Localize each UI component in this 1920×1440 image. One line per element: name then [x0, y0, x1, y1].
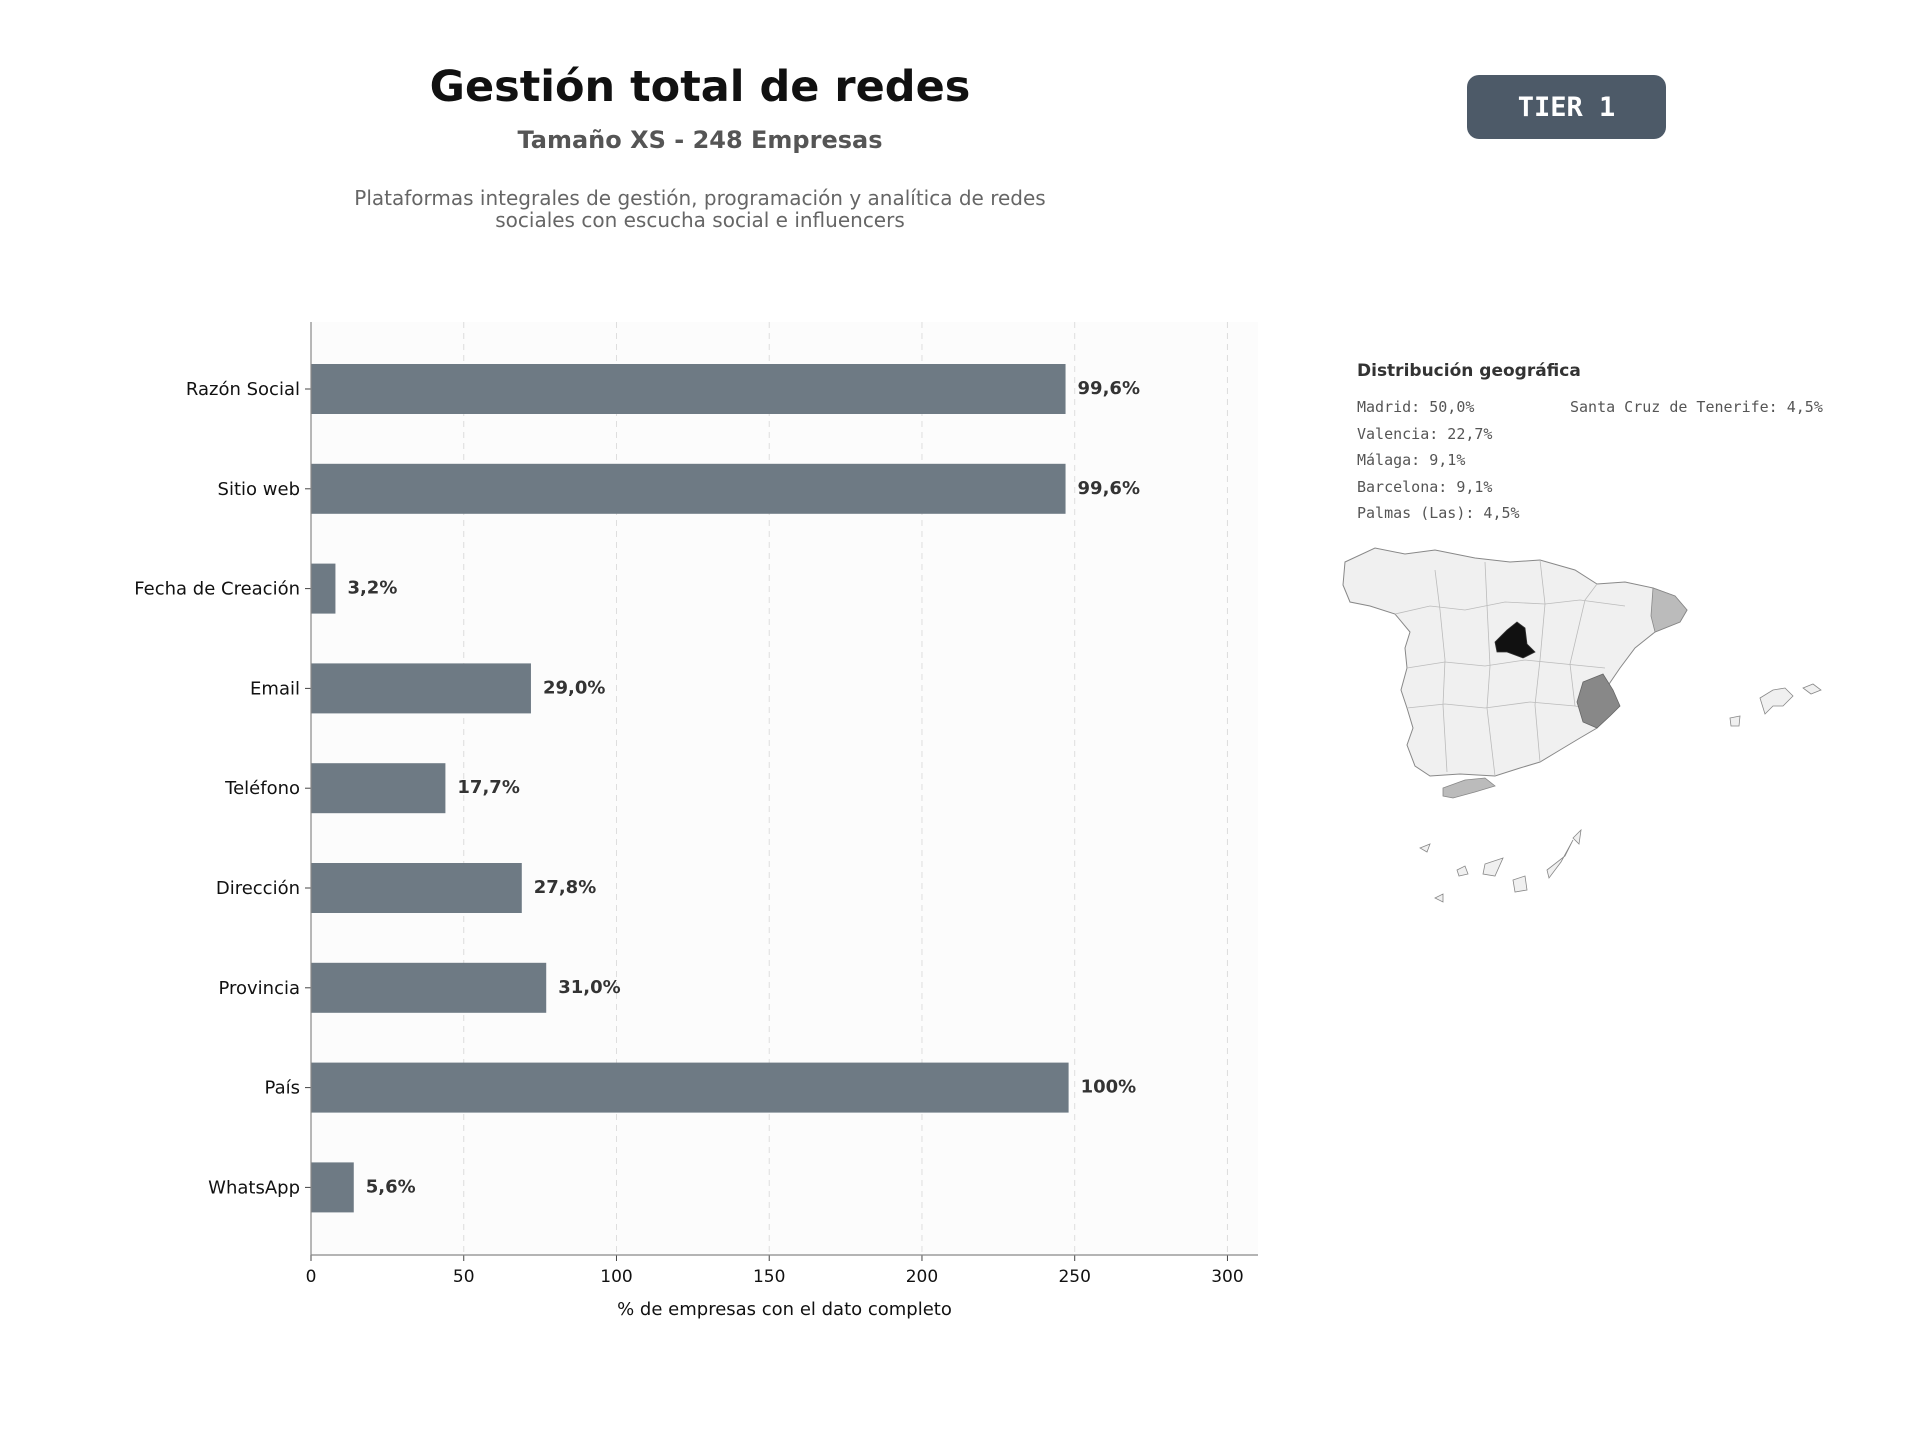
bar [311, 1062, 1069, 1113]
category-label: Fecha de Creación [134, 579, 300, 600]
bar-chart: 0 50 100 150 200 250 300 Razón Social 99,6% Sitio… [134, 322, 1258, 1320]
bar [311, 663, 531, 714]
chart-title: Gestión total de redes [429, 62, 971, 112]
bar [311, 962, 547, 1013]
map-islands-canary [1419, 828, 1582, 903]
x-tick-label: 150 [753, 1267, 785, 1287]
map-region-valencia [1576, 673, 1621, 729]
category-label: Email [250, 678, 300, 699]
data-label: 17,7% [457, 777, 519, 798]
bar [311, 463, 1066, 514]
category-label: WhatsApp [208, 1177, 300, 1198]
map-islands-balearic [1729, 683, 1822, 727]
x-tick-label: 100 [600, 1267, 632, 1287]
geo-title: Distribución geográfica [1357, 361, 1581, 381]
geo-item: Palmas (Las): 4,5% [1357, 504, 1520, 522]
geo-item: Valencia: 22,7% [1357, 424, 1493, 443]
category-label: Sitio web [218, 479, 300, 500]
data-label: 29,0% [543, 677, 605, 698]
category-label: Razón Social [186, 379, 300, 400]
data-label: 99,6% [1078, 378, 1140, 399]
x-axis-label: % de empresas con el dato completo [617, 1299, 952, 1320]
category-label: Dirección [216, 878, 300, 899]
plot-background [311, 322, 1258, 1255]
bar [311, 563, 336, 614]
data-label: 99,6% [1078, 478, 1140, 499]
geo-list-right: Santa Cruz de Tenerife: 4,5% [1570, 398, 1823, 425]
description-line-2: sociales con escucha social e influencer… [495, 208, 905, 232]
data-label: 27,8% [534, 877, 596, 898]
map-region-madrid [1494, 621, 1536, 659]
geo-item: Barcelona: 9,1% [1357, 477, 1493, 496]
bar [311, 863, 522, 913]
category-label: País [265, 1078, 300, 1099]
geo-item: Málaga: 9,1% [1357, 451, 1466, 469]
data-label: 5,6% [366, 1176, 416, 1197]
tier-badge: TIER 1 [1467, 75, 1666, 139]
bar [311, 364, 1066, 414]
description-line-1: Plataformas integrales de gestión, progr… [354, 186, 1046, 210]
data-label: 31,0% [558, 977, 620, 998]
map-region-malaga [1442, 777, 1496, 799]
x-tick-label: 250 [1058, 1267, 1090, 1287]
map-region-lines [1394, 559, 1626, 777]
x-tick-label: 50 [453, 1267, 475, 1287]
x-tick-label: 300 [1211, 1267, 1243, 1287]
data-label: 3,2% [347, 578, 397, 599]
category-label: Provincia [218, 978, 300, 999]
geo-item: Santa Cruz de Tenerife: 4,5% [1570, 398, 1823, 416]
chart-subtitle: Tamaño XS - 248 Empresas [517, 126, 883, 154]
map-region-barcelona [1650, 587, 1688, 633]
bar [311, 763, 446, 814]
bar [311, 1162, 354, 1213]
geo-list-left: Madrid: 50,0% Valencia: 22,7% Málaga: 9,… [1357, 398, 1520, 531]
data-label: 100% [1081, 1077, 1137, 1098]
chart-description: Plataformas integrales de gestión, progr… [300, 187, 1100, 231]
map-mainland [1342, 547, 1688, 777]
x-tick-label: 0 [306, 1267, 317, 1287]
category-label: Teléfono [224, 778, 300, 799]
spain-map [1342, 547, 1822, 903]
geo-item: Madrid: 50,0% [1357, 398, 1475, 416]
x-tick-label: 200 [906, 1267, 938, 1287]
